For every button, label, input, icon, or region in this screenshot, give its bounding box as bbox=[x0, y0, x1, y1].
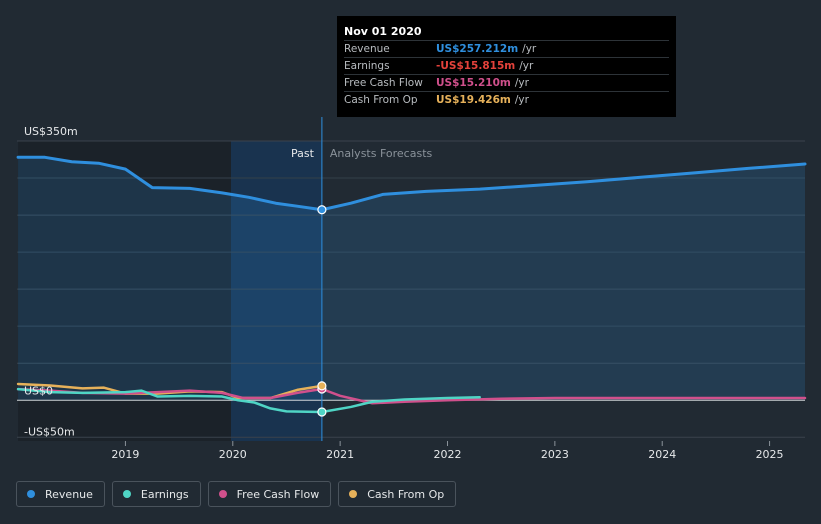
past-label: Past bbox=[291, 147, 315, 160]
tooltip-unit: /yr bbox=[519, 60, 534, 72]
series-line-free-cash-flow bbox=[16, 387, 807, 405]
legend-label: Revenue bbox=[45, 487, 93, 501]
tooltip-unit: /yr bbox=[522, 43, 537, 55]
x-axis-label: 2019 bbox=[111, 448, 139, 461]
y-axis-label: US$350m bbox=[24, 125, 78, 138]
tooltip-row-earnings: Earnings -US$15.815m /yr bbox=[344, 57, 669, 74]
tooltip-value: US$257.212m bbox=[436, 43, 519, 55]
tooltip-label: Earnings bbox=[344, 60, 390, 72]
legend-dot-icon bbox=[27, 490, 35, 498]
legend-item-free-cash-flow[interactable]: Free Cash Flow bbox=[207, 481, 332, 507]
tooltip-value: US$19.426m bbox=[436, 94, 511, 106]
y-axis-label: US$0 bbox=[24, 384, 53, 397]
legend-label: Earnings bbox=[140, 487, 189, 501]
marker-earnings bbox=[317, 407, 327, 417]
legend-label: Free Cash Flow bbox=[236, 487, 320, 501]
tooltip: Nov 01 2020 Revenue US$257.212m /yr Earn… bbox=[337, 16, 676, 117]
marker-cash-from-op bbox=[317, 381, 327, 391]
tooltip-row-free-cash-flow: Free Cash Flow US$15.210m /yr bbox=[344, 74, 669, 91]
tooltip-row-revenue: Revenue US$257.212m /yr bbox=[344, 40, 669, 57]
legend-label: Cash From Op bbox=[367, 487, 445, 501]
legend: Revenue Earnings Free Cash Flow Cash Fro… bbox=[16, 481, 457, 507]
series-line-earnings bbox=[16, 387, 481, 414]
x-axis-label: 2025 bbox=[756, 448, 784, 461]
legend-item-earnings[interactable]: Earnings bbox=[111, 481, 201, 507]
series-line-revenue bbox=[16, 155, 807, 212]
marker-revenue bbox=[317, 205, 327, 215]
tooltip-label: Free Cash Flow bbox=[344, 77, 423, 89]
tooltip-value: US$15.210m bbox=[436, 77, 511, 89]
x-axis-label: 2022 bbox=[434, 448, 462, 461]
tooltip-row-cash-from-op: Cash From Op US$19.426m /yr bbox=[344, 91, 669, 108]
tooltip-value: -US$15.815m bbox=[436, 60, 516, 72]
legend-dot-icon bbox=[218, 490, 227, 498]
legend-dot-icon bbox=[349, 490, 358, 498]
tooltip-label: Revenue bbox=[344, 43, 390, 55]
x-axis-label: 2020 bbox=[219, 448, 247, 461]
tooltip-unit: /yr bbox=[514, 94, 529, 106]
tooltip-label: Cash From Op bbox=[344, 94, 418, 106]
x-axis-label: 2023 bbox=[541, 448, 569, 461]
x-axis-label: 2024 bbox=[648, 448, 676, 461]
legend-dot-icon bbox=[122, 490, 131, 498]
x-axis-label: 2021 bbox=[326, 448, 354, 461]
revenue-area bbox=[18, 157, 806, 401]
forecast-label: Analysts Forecasts bbox=[330, 147, 433, 160]
legend-item-cash-from-op[interactable]: Cash From Op bbox=[338, 481, 457, 507]
y-axis-label: -US$50m bbox=[24, 425, 75, 438]
tooltip-unit: /yr bbox=[514, 77, 529, 89]
legend-item-revenue[interactable]: Revenue bbox=[16, 481, 105, 507]
tooltip-date: Nov 01 2020 bbox=[344, 25, 422, 38]
